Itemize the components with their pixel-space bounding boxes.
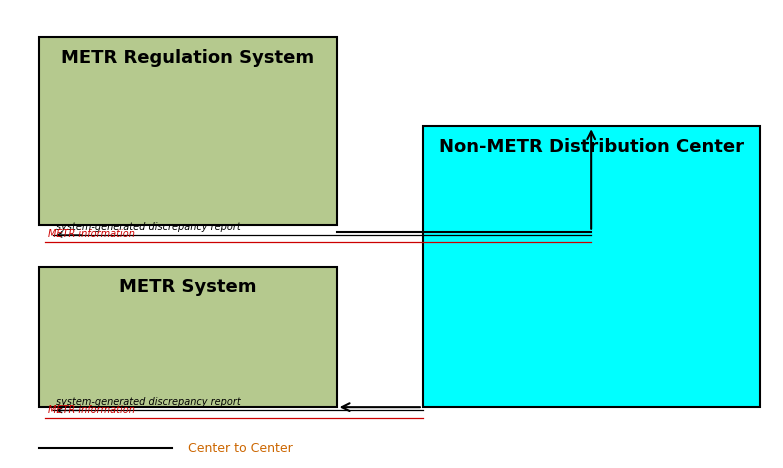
Text: Non-METR Distribution Center: Non-METR Distribution Center bbox=[438, 138, 744, 156]
Text: METR information: METR information bbox=[48, 405, 135, 415]
Text: system-generated discrepancy report: system-generated discrepancy report bbox=[56, 222, 240, 232]
Text: system-generated discrepancy report: system-generated discrepancy report bbox=[56, 397, 240, 407]
Bar bbox=[39, 37, 337, 225]
Bar bbox=[39, 267, 337, 407]
Text: METR information: METR information bbox=[48, 229, 135, 239]
Text: METR Regulation System: METR Regulation System bbox=[61, 49, 315, 67]
Bar bbox=[423, 126, 760, 407]
Text: Center to Center: Center to Center bbox=[188, 442, 293, 455]
Text: METR System: METR System bbox=[119, 278, 257, 296]
